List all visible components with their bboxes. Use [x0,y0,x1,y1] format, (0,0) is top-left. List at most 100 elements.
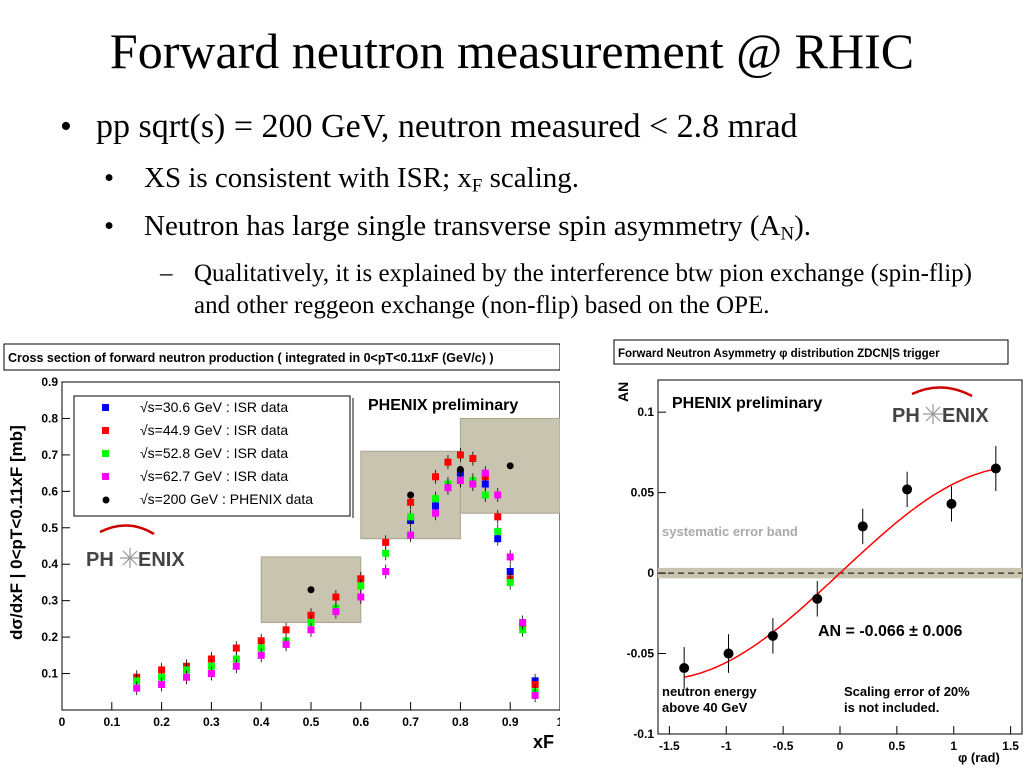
data-point [207,670,215,678]
phenix-logo: PH ENIX [892,386,989,427]
data-point [444,458,452,466]
data-point [444,484,452,492]
bullet-item: • pp sqrt(s) = 200 GeV, neutron measured … [60,108,798,146]
legend-box [73,395,351,517]
data-point [332,593,340,601]
data-point [902,484,913,495]
legend-marker [102,404,109,411]
data-point [432,509,439,517]
cross-section-svg: Cross section of forward neutron product… [3,343,564,752]
x-tick-label: 0.4 [253,715,270,729]
data-point [382,568,390,576]
bullet-text: Qualitatively, it is explained by the in… [194,260,972,319]
phenix-preliminary-label: PHENIX preliminary [368,397,518,414]
legend-label: √s=200 GeV : PHENIX data [140,491,313,507]
legend-label: √s=52.8 GeV : ISR data [140,445,288,461]
legend-label: √s=44.9 GeV : ISR data [140,422,288,438]
data-point [158,673,166,681]
legend-marker [102,427,109,434]
x-tick-label: 0.5 [889,739,906,753]
legend-marker [102,450,109,457]
sub-bullet-item: • Neutron has large single transverse spi… [104,210,811,246]
sub-sub-bullet-item: – Qualitatively, it is explained by the … [160,258,980,322]
x-tick-label: 1 [557,715,560,729]
legend-label: √s=30.6 GeV : ISR data [140,399,288,415]
y-axis-label: dσ/dxF | 0<pT<0.11xF [mb] [7,425,26,640]
y-tick-label: 0.3 [41,594,58,608]
data-point [133,684,141,692]
data-point [432,495,439,503]
asymmetry-chart: Forward Neutron Asymmetry φ distribution… [612,336,1024,768]
data-point [767,630,778,641]
logo-swoosh-icon [99,524,155,536]
y-tick-label: 0.2 [41,630,58,644]
data-point [432,473,439,481]
data-point [519,619,527,627]
data-point [506,568,514,576]
data-point [232,662,240,670]
data-point [481,469,489,477]
data-point [183,673,190,681]
data-point [679,663,690,674]
fit-curve [684,468,996,678]
legend-label: √s=62.7 GeV : ISR data [140,468,288,484]
chart-title: Forward Neutron Asymmetry φ distribution… [618,348,940,360]
systematic-band-label: systematic error band [662,524,798,539]
data-point [506,578,514,586]
x-tick-label: 0.3 [203,715,220,729]
plot-frame [657,379,1023,735]
scaling-note-2: is not included. [844,700,939,715]
data-point [207,662,215,670]
y-tick-label: 0.8 [41,411,58,425]
x-tick-label: 0.9 [502,715,519,729]
y-tick-label: 0.05 [631,486,655,500]
sub-bullet-item: • XS is consistent with ISR; xF scaling. [104,162,579,198]
y-tick-label: 0.7 [41,448,58,462]
x-tick-label: 0.8 [452,715,469,729]
logo-star-icon [923,404,943,424]
data-point [494,535,502,543]
dash-icon: – [160,260,173,287]
data-point [857,521,868,532]
bullet-text: XS is consistent with ISR; x [144,162,472,194]
y-tick-label: 0.6 [41,484,58,498]
data-point [494,491,502,499]
data-point [469,480,477,488]
bullet-dot-icon: • [104,162,115,194]
y-tick-label: 0.5 [41,521,58,535]
data-point [456,465,464,473]
cross-section-chart: Cross section of forward neutron product… [0,340,564,768]
legend-marker [102,473,109,480]
data-point [307,626,315,634]
bullet-text: Neutron has large single transverse spin… [144,210,781,242]
data-point [183,666,190,674]
data-point [158,666,166,674]
data-point [282,626,290,634]
logo-text-left: PH [86,549,114,571]
data-point [357,582,365,590]
bullet-dot-icon: • [104,210,115,242]
y-tick-label: -0.1 [633,727,654,741]
chart-title-box [613,339,1009,365]
x-tick-label: 1 [950,739,957,753]
data-point [456,469,464,477]
data-point [531,691,539,699]
data-point [494,513,502,521]
x-axis-label: xF [533,732,554,752]
data-point [257,637,265,645]
data-point [432,502,439,510]
x-tick-label: -1 [721,739,732,753]
x-tick-label: 0.7 [402,715,419,729]
data-point [357,575,365,583]
x-tick-label: 0.6 [352,715,369,729]
y-tick-label: 0.1 [41,667,58,681]
x-tick-label: 0 [59,715,66,729]
y-tick-label: 0.4 [41,557,58,571]
energy-note-2: above 40 GeV [662,700,748,715]
y-axis-label: AN [615,382,631,402]
x-tick-label: 1.5 [1002,739,1019,753]
data-point [481,491,489,499]
data-point [307,619,315,627]
data-point [332,608,340,616]
data-point [407,498,415,506]
